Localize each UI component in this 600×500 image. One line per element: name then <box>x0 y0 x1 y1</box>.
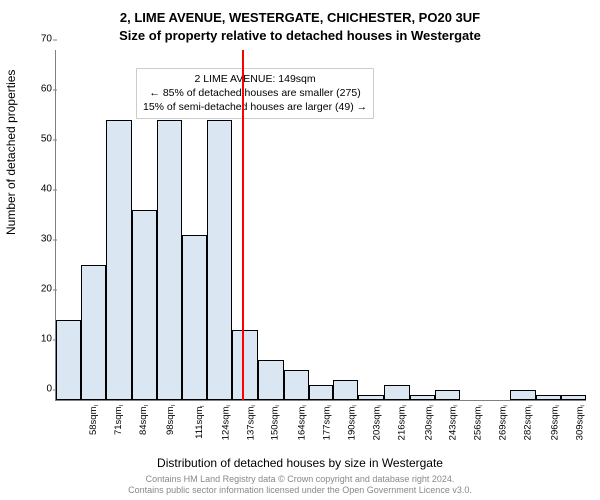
histogram-bar <box>561 395 586 400</box>
x-tick: 296sqm <box>549 407 560 441</box>
x-tick: 230sqm <box>423 407 434 441</box>
x-tick: 137sqm <box>245 407 256 441</box>
footer-line2: Contains public sector information licen… <box>0 485 600 496</box>
x-tick: 58sqm <box>88 407 99 436</box>
histogram-bar <box>384 385 410 400</box>
y-tick: 20 <box>24 284 52 295</box>
histogram-bar <box>510 390 536 400</box>
y-axis-label: Number of detached properties <box>4 70 18 235</box>
x-tick: 150sqm <box>270 407 281 441</box>
y-tick: 30 <box>24 234 52 245</box>
x-tick: 203sqm <box>371 407 382 441</box>
y-tick: 0 <box>24 384 52 395</box>
chart-container: 2, LIME AVENUE, WESTERGATE, CHICHESTER, … <box>0 0 600 500</box>
x-tick: 282sqm <box>522 407 533 441</box>
histogram-bar <box>309 385 334 400</box>
chart-title-line1: 2, LIME AVENUE, WESTERGATE, CHICHESTER, … <box>0 10 600 25</box>
x-tick: 216sqm <box>396 407 407 441</box>
x-tick: 243sqm <box>448 407 459 441</box>
legend-line3: 15% of semi-detached houses are larger (… <box>143 100 367 114</box>
y-tick: 70 <box>24 34 52 45</box>
x-tick: 269sqm <box>497 407 508 441</box>
x-tick: 164sqm <box>297 407 308 441</box>
histogram-bar <box>410 395 435 400</box>
histogram-bar <box>435 390 460 400</box>
x-tick: 84sqm <box>138 407 149 436</box>
histogram-bar <box>358 395 384 400</box>
histogram-bar <box>157 120 182 400</box>
chart-title-line2: Size of property relative to detached ho… <box>0 28 600 43</box>
footer-credits: Contains HM Land Registry data © Crown c… <box>0 474 600 497</box>
x-tick: 256sqm <box>473 407 484 441</box>
y-tick: 60 <box>24 84 52 95</box>
plot-area: 2 LIME AVENUE: 149sqm ← 85% of detached … <box>55 50 586 401</box>
histogram-bar <box>81 265 106 400</box>
histogram-bar <box>232 330 258 400</box>
x-tick: 71sqm <box>113 407 124 436</box>
footer-line1: Contains HM Land Registry data © Crown c… <box>0 474 600 485</box>
legend-box: 2 LIME AVENUE: 149sqm ← 85% of detached … <box>136 68 374 119</box>
x-tick: 190sqm <box>346 407 357 441</box>
x-tick: 177sqm <box>321 407 332 441</box>
marker-line <box>242 50 244 400</box>
histogram-bar <box>284 370 309 400</box>
histogram-bar <box>132 210 158 400</box>
legend-line2: ← 85% of detached houses are smaller (27… <box>143 86 367 100</box>
histogram-bar <box>207 120 232 400</box>
histogram-bar <box>182 235 207 400</box>
x-tick: 111sqm <box>194 407 205 439</box>
histogram-bar <box>106 120 132 400</box>
y-tick: 50 <box>24 134 52 145</box>
x-tick: 309sqm <box>574 407 585 441</box>
x-axis-label: Distribution of detached houses by size … <box>0 456 600 470</box>
y-tick: 40 <box>24 184 52 195</box>
x-tick: 98sqm <box>165 407 176 436</box>
histogram-bar <box>56 320 81 400</box>
histogram-bar <box>333 380 358 400</box>
x-tick: 124sqm <box>220 407 231 441</box>
legend-line1: 2 LIME AVENUE: 149sqm <box>143 72 367 86</box>
y-tick: 10 <box>24 334 52 345</box>
histogram-bar <box>258 360 284 400</box>
histogram-bar <box>536 395 561 400</box>
